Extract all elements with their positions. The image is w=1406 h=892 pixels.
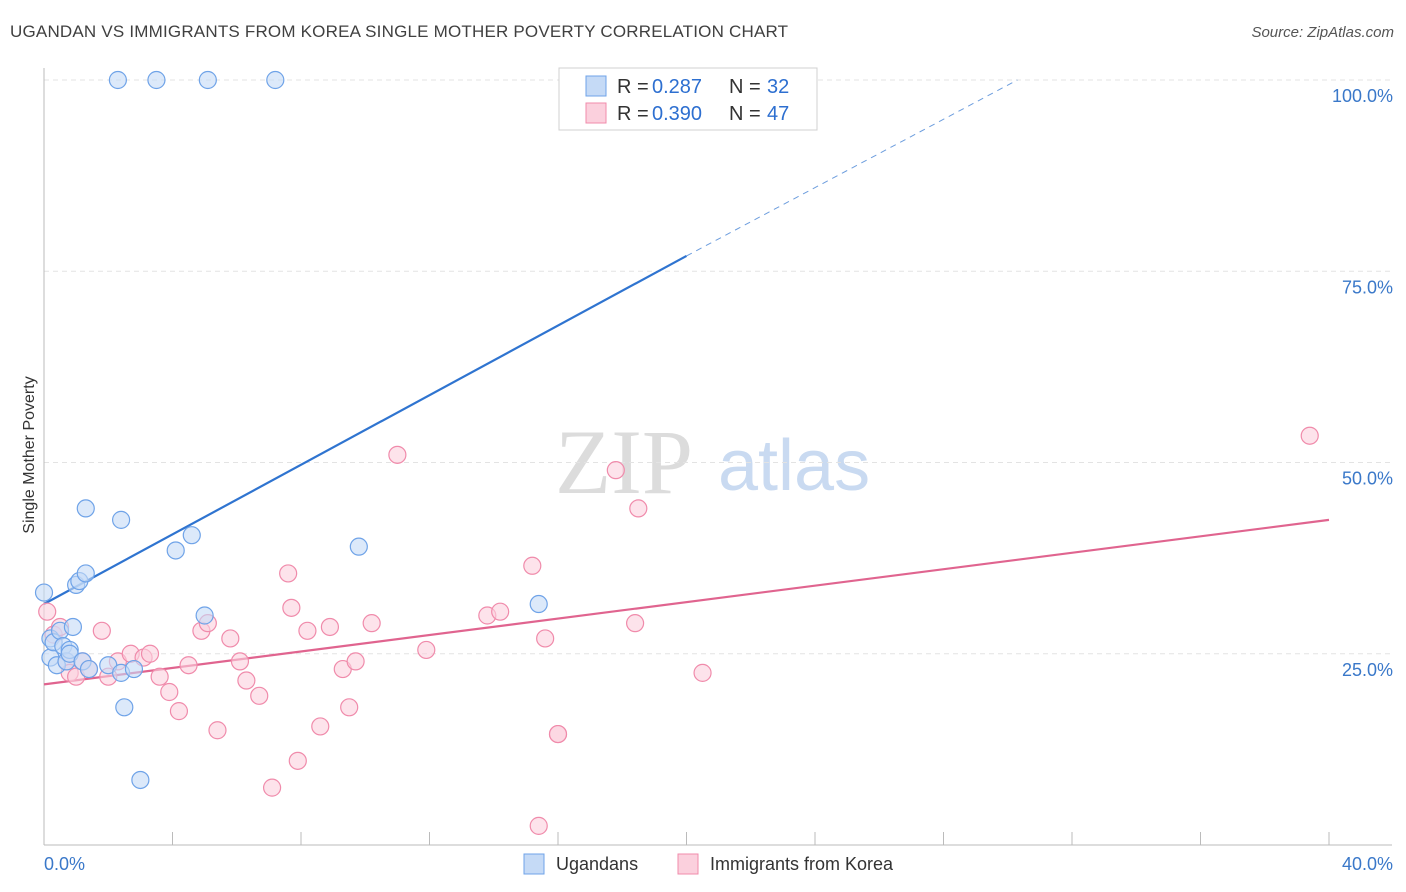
data-point-ugandans <box>79 659 99 679</box>
legend-bottom-swatch-korea <box>677 853 699 875</box>
data-point-korea <box>606 461 625 480</box>
x-ticks <box>43 832 1330 845</box>
legend-r-label-1: R = <box>617 76 649 98</box>
data-point-ugandans <box>195 606 214 625</box>
data-point-korea <box>320 617 340 637</box>
data-point-ugandans <box>76 564 95 583</box>
series-korea-points <box>38 426 1319 835</box>
legend-n-value-1: 32 <box>767 76 789 98</box>
data-point-ugandans <box>166 541 185 560</box>
data-point-ugandans <box>349 537 368 556</box>
data-point-ugandans <box>529 594 548 614</box>
trend-line-korea <box>43 518 1330 686</box>
legend-bottom-label-korea: Immigrants from Korea <box>710 854 894 874</box>
data-point-korea <box>346 652 365 671</box>
y-tick-label: 50.0% <box>1342 469 1393 489</box>
data-point-ugandans <box>124 659 144 679</box>
data-point-korea <box>179 656 198 675</box>
data-point-korea <box>237 671 256 690</box>
data-point-ugandans <box>198 70 217 90</box>
legend-n-label-2: N = <box>729 103 761 125</box>
data-point-korea <box>548 724 568 744</box>
data-point-korea <box>230 652 250 671</box>
watermark-atlas: atlas <box>718 426 870 506</box>
y-axis-label: Single Mother Poverty <box>21 376 38 533</box>
data-point-korea <box>491 602 510 621</box>
data-point-korea <box>250 686 269 705</box>
data-point-ugandans <box>131 770 150 790</box>
data-point-korea <box>279 564 298 583</box>
trend-line-ugandans <box>43 254 688 605</box>
data-point-korea <box>693 663 712 682</box>
data-point-korea <box>262 778 282 797</box>
data-point-korea <box>38 602 57 621</box>
source-label: Source: ZipAtlas.com <box>1251 24 1394 41</box>
data-point-korea <box>208 721 227 740</box>
legend-r-value-1: 0.287 <box>652 76 702 98</box>
y-tick-label: 75.0% <box>1342 277 1393 297</box>
data-point-korea <box>417 640 436 660</box>
data-point-korea <box>169 702 189 721</box>
legend-top: R = 0.287 N = 32 R = 0.390 N = 47 <box>558 67 818 131</box>
y-tick-labels: 25.0% 50.0% 75.0% 100.0% <box>1332 86 1393 680</box>
data-point-korea <box>92 621 111 640</box>
legend-swatch-korea <box>585 102 607 124</box>
data-point-korea <box>523 556 542 575</box>
trend-lines <box>43 79 1330 686</box>
series-ugandans-points <box>34 70 548 790</box>
legend-bottom-swatch-ugandans <box>523 853 545 875</box>
data-point-ugandans <box>182 526 201 545</box>
data-point-korea <box>311 717 330 736</box>
data-point-korea <box>629 499 648 518</box>
data-point-korea <box>388 445 407 464</box>
x-tick-label-min: 0.0% <box>44 854 85 874</box>
data-point-ugandans <box>115 698 134 717</box>
data-point-ugandans <box>34 583 54 602</box>
data-point-korea <box>140 644 160 663</box>
legend-n-label-1: N = <box>729 76 761 98</box>
chart-title: UGANDAN VS IMMIGRANTS FROM KOREA SINGLE … <box>10 22 789 41</box>
legend-r-value-2: 0.390 <box>652 103 702 125</box>
data-point-ugandans <box>147 70 166 90</box>
data-point-ugandans <box>63 617 83 637</box>
data-point-korea <box>160 682 179 702</box>
trend-line-ugandans-extension <box>686 79 1018 257</box>
legend-r-label-2: R = <box>617 103 649 125</box>
legend-n-value-2: 47 <box>767 103 789 125</box>
data-point-korea <box>362 614 381 633</box>
data-point-korea <box>529 816 548 835</box>
data-point-korea <box>150 667 169 686</box>
legend-swatch-ugandans <box>585 75 607 97</box>
data-point-korea <box>536 629 555 648</box>
legend-bottom-label-ugandans: Ugandans <box>556 854 638 874</box>
data-point-ugandans <box>108 70 127 90</box>
data-point-korea <box>282 598 301 617</box>
legend-bottom: Ugandans Immigrants from Korea <box>523 853 894 875</box>
data-point-korea <box>340 698 359 717</box>
data-point-ugandans <box>76 499 95 518</box>
y-tick-label: 25.0% <box>1342 660 1393 680</box>
data-point-ugandans <box>111 510 131 529</box>
y-tick-label: 100.0% <box>1332 86 1393 106</box>
data-point-korea <box>298 621 317 640</box>
data-point-korea <box>1300 426 1319 445</box>
data-point-ugandans <box>266 70 285 90</box>
data-point-korea <box>625 614 645 633</box>
data-point-korea <box>288 751 307 770</box>
x-tick-label-max: 40.0% <box>1342 854 1393 874</box>
gridlines <box>44 79 1392 655</box>
data-point-korea <box>221 629 240 648</box>
